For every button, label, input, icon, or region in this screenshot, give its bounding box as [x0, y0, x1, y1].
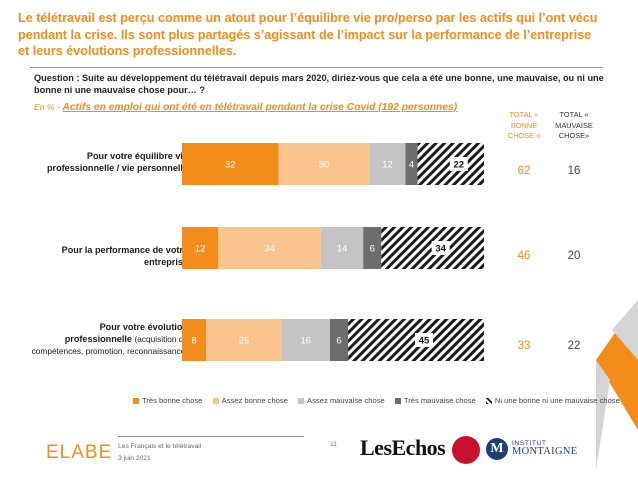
legend-swatch [133, 398, 139, 404]
bar-value-label: 34 [264, 244, 275, 255]
bar-value-label: 45 [419, 336, 430, 347]
total-bonne-value: 46 [517, 250, 531, 262]
bar-value-label: 4 [409, 160, 414, 171]
footer-report: Les Français et le télétravail 3 juin 20… [118, 441, 201, 465]
footer-report-title: Les Français et le télétravail [118, 443, 202, 450]
legend-item: Assez mauvaise chose [298, 396, 385, 405]
footer-divider [118, 436, 304, 437]
legend-swatch [212, 398, 219, 404]
bar-segment-assez-bonne [218, 227, 321, 269]
montaigne-logo-icon: M [486, 438, 508, 460]
legend-swatch [394, 398, 401, 404]
bar-segment-assez-mauvaise [281, 319, 330, 361]
bar-segment-tres-bonne [182, 319, 207, 361]
bar-label-background [449, 157, 468, 171]
legend-label: Assez mauvaise chose [307, 396, 385, 405]
row-label-equilibre: Pour votre équilibre vie professionnelle… [30, 150, 188, 174]
bar-segment-tres-mauvaise [363, 227, 382, 269]
total-mauvaise-value: 16 [567, 165, 581, 177]
row-label-main: Pour votre évolution professionnelle [64, 322, 188, 344]
bar-value-label: 25 [239, 336, 250, 347]
base-label: Actifs en emploi qui ont été en télétrav… [62, 102, 458, 113]
total-bonne-value: 33 [517, 340, 531, 352]
institut-top: INSTITUT [512, 440, 547, 447]
chart-legend: Très bonne chose Assez bonne chose Assez… [133, 396, 628, 405]
footer-date: 3 juin 2021 [118, 455, 151, 462]
bar-segment-tres-mauvaise [329, 319, 349, 361]
lesechos-logo: LesEchos [360, 435, 446, 460]
base-line: En % - Actifs en emploi qui ont été en t… [34, 102, 514, 113]
page-number: 11 [330, 441, 337, 448]
row-label-main: Pour votre équilibre vie professionnelle… [47, 151, 188, 173]
total-mauvaise-value: 22 [567, 340, 581, 352]
bar-label-background [431, 241, 450, 255]
legend-item: Assez bonne chose [212, 396, 288, 405]
bar-segment-tres-mauvaise [405, 143, 418, 185]
bar-value-label: 8 [191, 336, 196, 347]
bar-label-background [415, 333, 434, 347]
total-mauvaise-header: TOTAL « MAUVAISE CHOSE» [555, 110, 593, 140]
bar-value-label: 22 [453, 160, 464, 171]
bar-segment-assez-bonne [278, 143, 370, 185]
question-text: Question : Suite au développement du tél… [34, 73, 604, 95]
bar-value-label: 30 [319, 160, 330, 171]
legend-item: Très bonne chose [133, 396, 203, 405]
title-divider [30, 67, 603, 68]
row-label-performance: Pour la performance de votre entreprise [30, 244, 188, 268]
legend-item: Très mauvaise chose [394, 396, 476, 405]
bar-value-label: 32 [225, 160, 236, 171]
bar-segment-tres-bonne [182, 227, 219, 269]
legend-label: Très bonne chose [142, 396, 203, 405]
bar-value-label: 12 [195, 244, 206, 255]
row-label-sub: (acquisition de compétences, promotion, … [31, 334, 188, 356]
row-label-evolution: Pour votre évolution professionnelle (ac… [30, 321, 188, 357]
legend-swatch [298, 398, 305, 404]
base-prefix: En % - [34, 102, 60, 112]
legend-label: Ni une bonne ni une mauvaise chose [494, 396, 620, 405]
bar-segment-tres-bonne [182, 143, 279, 185]
page-title: Le télétravail est perçu comme un atout … [18, 11, 598, 58]
legend-label: Très mauvaise chose [403, 396, 476, 405]
bar-segment-assez-mauvaise [369, 143, 406, 185]
round-red-logo [452, 436, 480, 464]
total-bonne-header: TOTAL « BONNE CHOSE » [507, 110, 541, 140]
institut-montaigne-logo: INSTITUT MONTAIGNE [512, 440, 578, 457]
legend-label: Assez bonne chose [221, 396, 288, 405]
row-label-main: Pour la performance de votre entreprise [61, 245, 188, 267]
total-mauvaise-value: 20 [567, 250, 581, 262]
bar-value-label: 6 [336, 336, 341, 347]
elabe-logo: ELABE [46, 442, 113, 463]
bar-value-label: 6 [370, 244, 375, 255]
bar-segment-assez-bonne [206, 319, 282, 361]
bar-value-label: 14 [337, 244, 348, 255]
bar-segment-assez-mauvaise [320, 227, 364, 269]
legend-swatch [485, 398, 492, 404]
institut-bottom: MONTAIGNE [512, 446, 578, 457]
bar-value-label: 34 [435, 244, 446, 255]
total-bonne-value: 62 [517, 165, 531, 177]
bar-value-label: 12 [382, 160, 393, 171]
legend-item: Ni une bonne ni une mauvaise chose [485, 396, 620, 405]
bar-value-label: 16 [301, 336, 312, 347]
